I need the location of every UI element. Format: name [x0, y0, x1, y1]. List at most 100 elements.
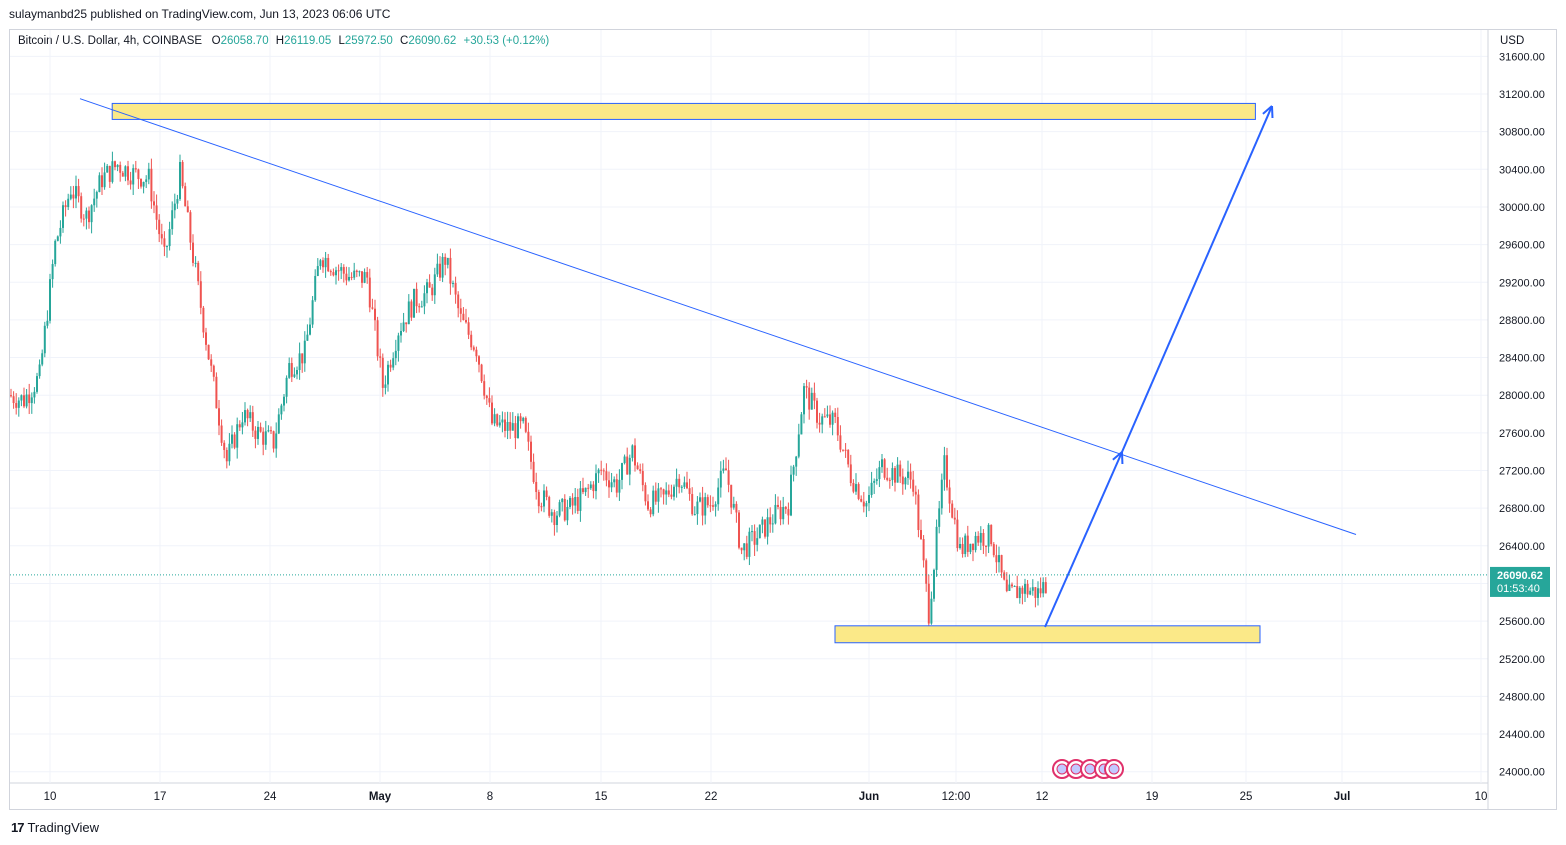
candle-body	[758, 524, 761, 539]
candle-body	[935, 526, 938, 570]
y-tick-label: 30000.00	[1499, 202, 1545, 214]
candle-body	[433, 274, 436, 296]
candle-body	[953, 517, 956, 520]
candle-body	[982, 533, 985, 546]
current-price-text: 26090.62	[1497, 570, 1543, 582]
candle-body	[613, 479, 616, 483]
candle-body	[602, 470, 605, 472]
candle-body	[64, 205, 67, 208]
candle-body	[782, 506, 785, 520]
candle-body	[558, 502, 561, 516]
candle-body	[530, 441, 532, 462]
open-key: O	[211, 35, 221, 47]
candle-body	[10, 395, 12, 397]
candle-body	[771, 523, 774, 525]
candle-body	[532, 461, 535, 482]
candle-body	[33, 391, 36, 398]
x-tick-label: 17	[154, 791, 167, 803]
candle-body	[701, 497, 704, 516]
candle-body	[361, 271, 363, 283]
candle-body	[342, 267, 345, 274]
candle-body	[628, 457, 631, 475]
candle-body	[813, 392, 816, 401]
candle-body	[618, 479, 621, 493]
open-value: 26058.70	[220, 35, 269, 47]
candle-body	[236, 424, 239, 448]
candle-body	[829, 414, 831, 425]
candle-body	[332, 272, 335, 276]
bar-countdown-text: 01:53:40	[1497, 583, 1540, 595]
candle-body	[639, 469, 642, 472]
candle-body	[483, 381, 486, 396]
candle-body	[446, 257, 449, 265]
candle-body	[545, 490, 548, 497]
candle-body	[589, 484, 592, 489]
candle-body	[249, 412, 252, 419]
candle-body	[488, 398, 491, 403]
candle-body	[964, 535, 967, 555]
candle-body	[862, 501, 865, 507]
candle-body	[1029, 590, 1032, 595]
candle-body	[605, 471, 608, 481]
candle-body	[948, 487, 951, 504]
candle-body	[509, 421, 512, 431]
candle-body	[132, 168, 135, 185]
candle-body	[808, 387, 811, 410]
candle-body	[311, 300, 314, 325]
candle-body	[418, 306, 421, 308]
candle-body	[883, 459, 886, 478]
x-tick-label: 10	[1475, 791, 1488, 803]
candle-body	[1044, 582, 1047, 594]
candle-body	[103, 172, 106, 188]
candle-body	[428, 282, 431, 288]
candle-body	[647, 501, 649, 510]
y-tick-label: 29600.00	[1499, 240, 1545, 252]
candle-body	[452, 282, 454, 284]
candle-body	[654, 490, 657, 502]
candle-body	[946, 455, 948, 488]
candle-body	[465, 320, 467, 323]
candle-body	[1031, 587, 1034, 591]
candle-body	[184, 186, 187, 207]
candle-body	[1026, 583, 1029, 595]
candle-body	[88, 210, 90, 223]
candle-body	[550, 512, 553, 516]
candle-body	[298, 353, 301, 370]
candle-body	[407, 301, 410, 325]
candle-body	[1024, 583, 1026, 594]
y-tick-label: 24800.00	[1499, 691, 1545, 703]
candle-body	[176, 199, 179, 204]
candle-body	[355, 270, 358, 272]
candle-body	[134, 168, 137, 170]
candle-body	[62, 205, 64, 228]
candle-body	[933, 569, 935, 599]
candle-body	[626, 456, 629, 475]
candle-body	[894, 468, 896, 483]
candle-body	[511, 423, 514, 431]
x-tick-label: 25	[1240, 791, 1253, 803]
low-key: L	[338, 35, 345, 47]
candle-body	[868, 494, 870, 504]
candle-body	[712, 505, 714, 507]
candle-body	[192, 242, 194, 263]
candle-body	[493, 414, 496, 424]
symbol-label: Bitcoin / U.S. Dollar, 4h, COINBASE	[18, 35, 203, 47]
candle-body	[280, 405, 283, 415]
candle-body	[636, 465, 639, 470]
candle-body	[244, 410, 246, 423]
candle-body	[353, 270, 356, 278]
candle-body	[491, 402, 493, 424]
candle-body	[787, 509, 790, 516]
candle-body	[990, 524, 993, 545]
candle-body	[345, 273, 348, 281]
tradingview-brand[interactable]: 17 TradingView	[11, 820, 99, 835]
candle-body	[925, 560, 928, 584]
candle-body	[371, 307, 374, 309]
candle-body	[751, 531, 753, 533]
candle-body	[743, 543, 746, 551]
y-tick-label: 27600.00	[1499, 428, 1545, 440]
candle-body	[400, 330, 402, 336]
candle-body	[875, 479, 878, 481]
candle-body	[761, 519, 764, 525]
